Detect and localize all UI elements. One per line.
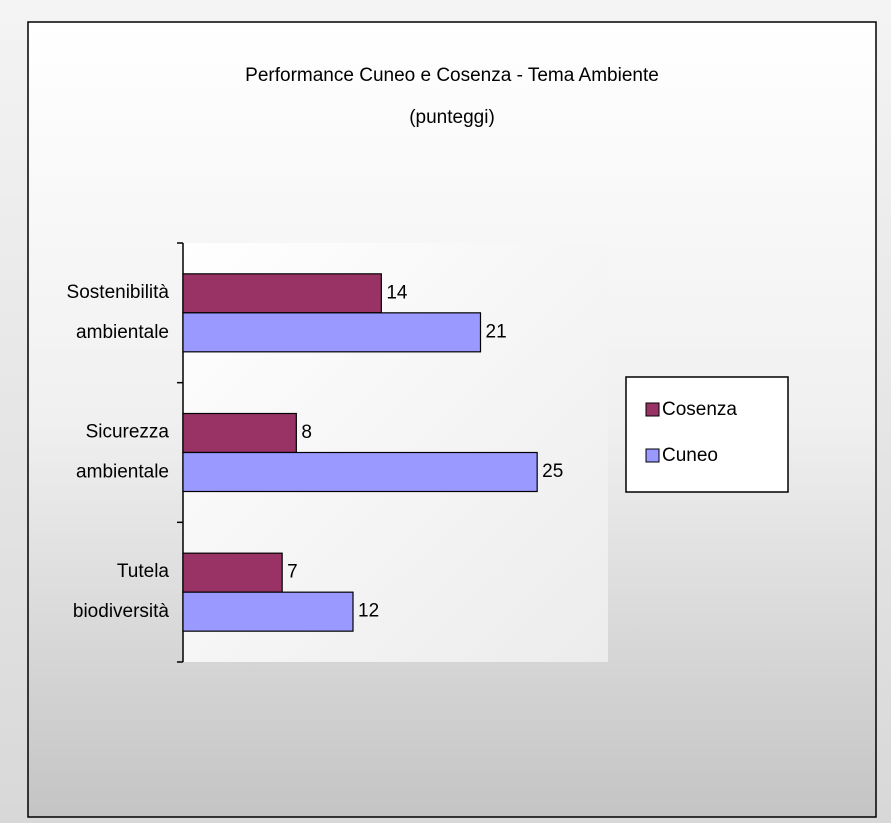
data-label: 25 xyxy=(542,461,563,482)
y-tick-label: Sostenibilità ambientale xyxy=(67,282,170,343)
legend-swatch xyxy=(645,402,660,417)
bar xyxy=(182,591,354,632)
y-tick-label: Sicurezza ambientale xyxy=(76,422,169,483)
legend-swatch xyxy=(645,448,660,463)
data-label: 21 xyxy=(486,321,507,342)
data-label: 7 xyxy=(287,562,298,583)
chart-subtitle: (punteggi) xyxy=(409,107,495,128)
legend-box xyxy=(625,376,789,493)
bar xyxy=(182,273,382,314)
bar xyxy=(182,552,283,593)
y-tick-label: Tutela biodiversità xyxy=(73,561,170,622)
chart-title: Performance Cuneo e Cosenza - Tema Ambie… xyxy=(245,65,659,86)
bar xyxy=(182,412,297,454)
legend-label: Cosenza xyxy=(662,399,737,420)
bar xyxy=(182,312,482,353)
legend-label: Cuneo xyxy=(662,445,718,466)
bar xyxy=(182,451,538,493)
data-label: 12 xyxy=(358,601,379,622)
data-label: 14 xyxy=(386,282,408,303)
data-label: 8 xyxy=(301,422,312,443)
